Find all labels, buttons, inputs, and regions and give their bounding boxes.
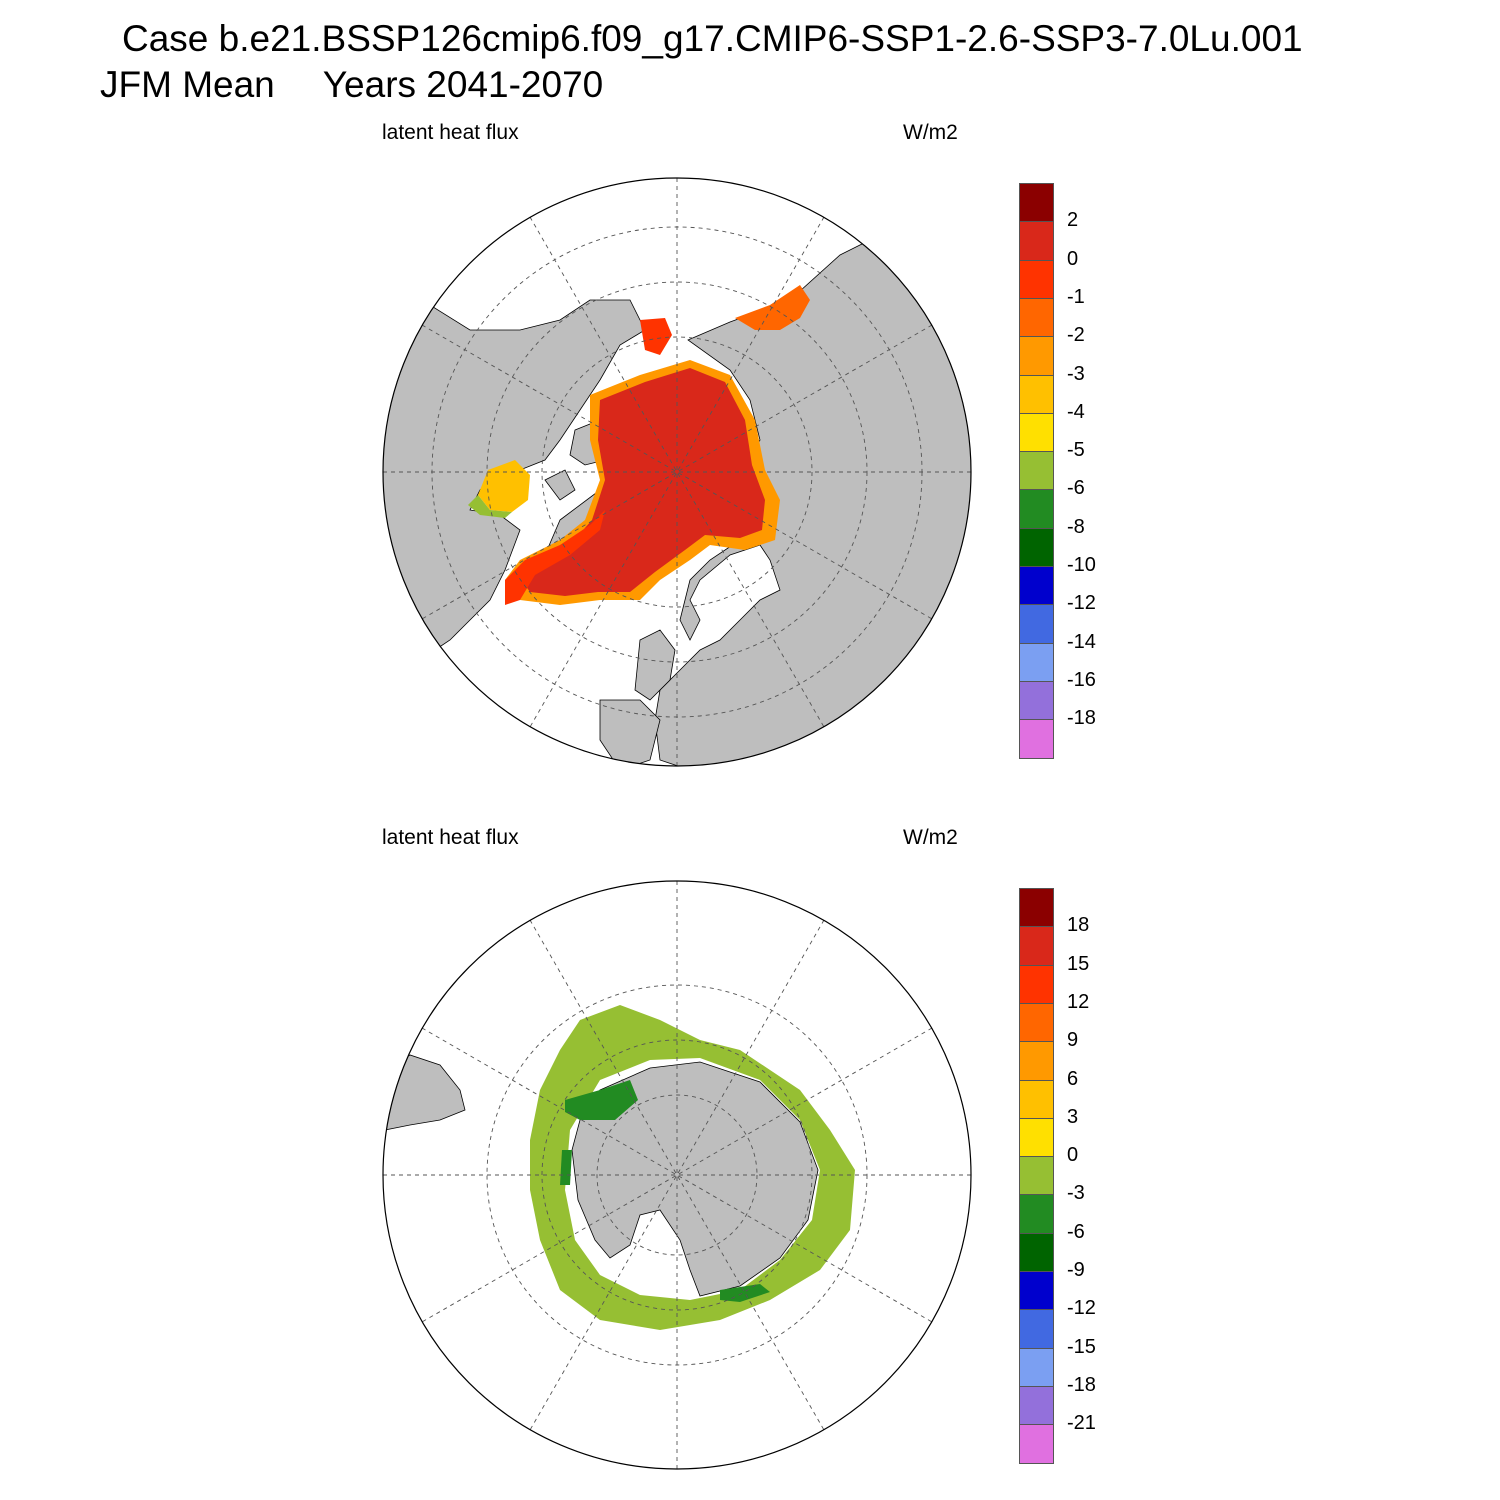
antarctic-colorbar-swatch	[1019, 1156, 1054, 1197]
antarctic-colorbar-swatch	[1019, 1271, 1054, 1312]
arctic-units-label: W/m2	[903, 121, 958, 144]
arctic-colorbar-label: -6	[1067, 477, 1085, 500]
antarctic-colorbar-swatch	[1019, 1347, 1054, 1388]
arctic-colorbar-label: -14	[1067, 630, 1096, 653]
arctic-colorbar-swatch	[1019, 336, 1054, 377]
antarctic-colorbar-swatch	[1019, 964, 1054, 1005]
antarctic-colorbar-label: -18	[1067, 1373, 1096, 1396]
arctic-colorbar-label: 0	[1067, 247, 1079, 270]
arctic-colorbar-swatch	[1019, 183, 1054, 224]
antarctic-colorbar-label: -9	[1067, 1259, 1085, 1281]
arctic-colorbar-label: -2	[1067, 324, 1085, 347]
antarctic-colorbar-swatch	[1019, 1232, 1054, 1273]
arctic-colorbar-label: -10	[1067, 554, 1096, 576]
arctic-map	[382, 177, 972, 767]
antarctic-map	[382, 880, 972, 1470]
antarctic-colorbar-label: 9	[1067, 1029, 1079, 1052]
arctic-colorbar-label: -16	[1067, 668, 1096, 691]
arctic-colorbar-label: -12	[1067, 592, 1096, 615]
antarctic-colorbar-label: 18	[1067, 914, 1090, 937]
antarctic-colorbar-swatch	[1019, 1194, 1054, 1235]
arctic-graticule	[383, 178, 971, 766]
antarctic-land-continent	[571, 1061, 819, 1297]
arctic-variable-label: latent heat flux	[382, 121, 519, 144]
antarctic-flux-ring	[530, 1005, 855, 1330]
arctic-colorbar-swatch	[1019, 451, 1054, 492]
arctic-flux-chukchi-strip	[640, 318, 672, 355]
arctic-map-border	[382, 177, 972, 767]
arctic-colorbar-swatch	[1019, 221, 1054, 262]
antarctic-map-border	[382, 880, 972, 1470]
arctic-flux-baffin-strip	[505, 510, 605, 605]
antarctic-colorbar-swatch	[1019, 888, 1054, 929]
antarctic-colorbar-swatch	[1019, 1117, 1054, 1159]
antarctic-colorbar-label: 15	[1067, 952, 1090, 975]
arctic-flux-hudson-green	[468, 495, 512, 518]
arctic-colorbar-swatch	[1019, 259, 1054, 300]
years-label: Years 2041-2070	[322, 64, 604, 105]
antarctic-colorbar-label: 6	[1067, 1067, 1079, 1090]
antarctic-colorbar-label: -15	[1067, 1335, 1096, 1358]
antarctic-graticule	[383, 881, 971, 1469]
antarctic-colorbar-label: -21	[1067, 1412, 1096, 1435]
period-title: JFM Mean Years 2041-2070	[100, 64, 603, 106]
arctic-colorbar-label: -3	[1067, 362, 1085, 385]
antarctic-colorbar-label: -6	[1067, 1220, 1085, 1243]
arctic-colorbar-label: -5	[1067, 439, 1085, 462]
antarctic-variable-label: latent heat flux	[382, 826, 519, 849]
arctic-colorbar-swatch	[1019, 566, 1054, 607]
antarctic-colorbar-label: 12	[1067, 990, 1090, 1013]
arctic-colorbar-swatch	[1019, 297, 1054, 339]
arctic-colorbar-swatch	[1019, 527, 1054, 568]
arctic-colorbar-swatch	[1019, 642, 1054, 683]
arctic-land-europe	[599, 629, 676, 766]
arctic-colorbar-label: -1	[1067, 285, 1085, 308]
antarctic-colorbar-label: -3	[1067, 1182, 1085, 1205]
antarctic-flux-edge-west	[560, 1150, 572, 1185]
antarctic-colorbar-label: -12	[1067, 1297, 1096, 1320]
arctic-colorbar-swatch	[1019, 489, 1054, 530]
antarctic-land-south-america	[384, 1054, 466, 1131]
antarctic-colorbar-swatch	[1019, 1309, 1054, 1350]
arctic-colorbar-label: -18	[1067, 707, 1096, 730]
antarctic-colorbar-swatch	[1019, 926, 1054, 967]
arctic-colorbar-label: -4	[1067, 400, 1085, 423]
arctic-colorbar-swatch	[1019, 604, 1054, 645]
antarctic-colorbar-swatch	[1019, 1385, 1054, 1427]
arctic-colorbar-swatch	[1019, 719, 1054, 760]
arctic-colorbar-swatch	[1019, 412, 1054, 454]
arctic-colorbar-label: -8	[1067, 515, 1085, 538]
antarctic-colorbar-swatch	[1019, 1002, 1054, 1044]
antarctic-units-label: W/m2	[903, 826, 958, 849]
arctic-colorbar-swatch	[1019, 374, 1054, 415]
case-title: Case b.e21.BSSP126cmip6.f09_g17.CMIP6-SS…	[122, 18, 1303, 59]
arctic-flux-hudson-bay	[478, 460, 530, 512]
antarctic-colorbar-label: 0	[1067, 1144, 1079, 1167]
antarctic-colorbar-label: 3	[1067, 1105, 1079, 1128]
antarctic-colorbar-swatch	[1019, 1424, 1054, 1465]
arctic-colorbar-label: 2	[1067, 209, 1079, 232]
antarctic-flux-edge-east	[720, 1284, 770, 1302]
antarctic-colorbar-swatch	[1019, 1079, 1054, 1120]
antarctic-flux-weddell	[565, 1080, 638, 1120]
season-label: JFM Mean	[100, 64, 275, 105]
arctic-colorbar-swatch	[1019, 680, 1054, 722]
antarctic-colorbar-swatch	[1019, 1041, 1054, 1082]
